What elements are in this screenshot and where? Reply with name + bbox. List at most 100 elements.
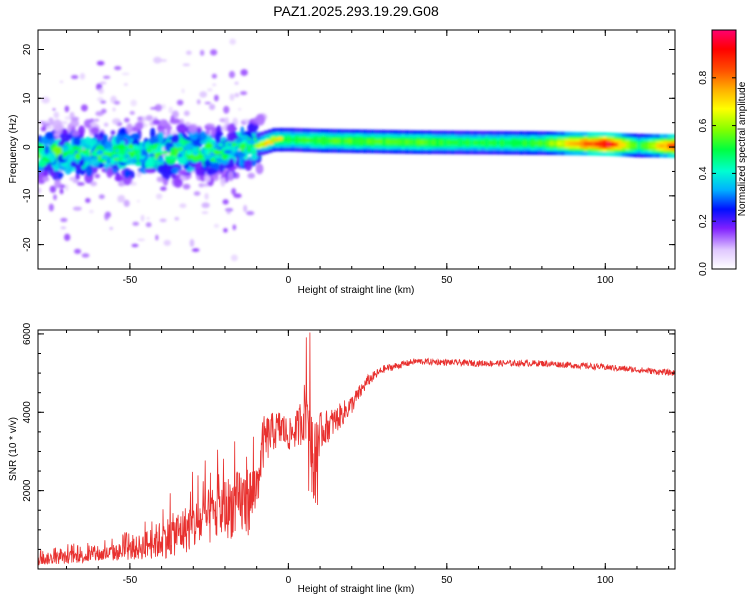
spectrogram-band-cell: [389, 139, 394, 144]
spectrogram-ridge-cell: [83, 156, 93, 162]
spectrogram-band-cell: [446, 140, 451, 145]
spectrogram-band-cell: [359, 139, 364, 144]
spectrogram-noise-cell: [93, 118, 100, 122]
spectrogram-cell: [190, 162, 196, 168]
spectrogram-y-tick-label: 0: [22, 144, 33, 150]
spectrogram-ridge-cell: [158, 157, 164, 164]
spectrogram-noise-cell: [85, 198, 91, 203]
spectrogram-noise-cell: [160, 186, 167, 191]
spectrogram-ridge-cell: [110, 158, 115, 164]
spectrogram-band-cell: [675, 134, 679, 157]
spectrogram-band-cell: [538, 140, 543, 146]
spectrogram-noise-cell: [80, 104, 88, 112]
spectrogram-cell: [49, 152, 56, 162]
spectrogram-band-cell: [602, 141, 607, 147]
spectrogram-ridge-cell: [169, 147, 176, 152]
spectrogram-noise-cell: [155, 234, 159, 241]
spectrogram-band-cell: [591, 141, 596, 147]
spectrogram-band-cell: [629, 143, 634, 148]
spectrogram-noise-cell: [64, 184, 69, 192]
spectrogram-noise-cell: [209, 103, 216, 111]
spectrogram-band-cell: [617, 142, 623, 147]
spectrogram-cell: [78, 158, 85, 167]
spectrogram-ridge-cell: [67, 144, 73, 151]
spectrogram-noise-cell: [123, 199, 130, 207]
spectrogram-ridge-cell: [223, 149, 233, 155]
spectrogram-ridge-cell: [212, 155, 222, 159]
spectrogram-noise-cell: [213, 94, 219, 102]
spectrogram-band-cell: [576, 141, 581, 146]
spectrogram-band-cell: [610, 142, 615, 147]
chart-title: PAZ1.2025.293.19.29.G08: [273, 3, 439, 19]
spectrogram-cell: [145, 168, 156, 174]
spectrogram-cell: [78, 125, 85, 136]
spectrogram-noise-cell: [137, 238, 145, 241]
spectrogram-band-cell: [294, 137, 299, 143]
spectrogram-layer: [38, 38, 679, 262]
spectrogram-ridge-cell: [164, 155, 170, 159]
colorbar-tick-label: 0.0: [698, 262, 709, 276]
spectrogram-band-cell: [427, 140, 432, 145]
spectrogram-heatmap: [38, 38, 679, 262]
spectrogram-cell: [42, 165, 53, 172]
spectrogram-noise-cell: [239, 91, 248, 96]
spectrogram-noise-cell: [146, 217, 150, 220]
spectrogram-band-cell: [675, 141, 679, 151]
spectrogram-cell: [152, 119, 161, 125]
spectrogram-ridge-cell: [100, 154, 110, 160]
snr-axes-frame: [37, 329, 676, 570]
spectrogram-x-ticks: -50 0 50 100: [66, 30, 670, 286]
spectrogram-noise-cell: [74, 248, 82, 254]
spectrogram-noise-cell: [72, 180, 80, 183]
spectrogram-cell: [58, 172, 64, 178]
spectrogram-band-cell: [469, 140, 474, 145]
spectrogram-noise-cell: [100, 100, 107, 104]
spectrogram-noise-cell: [210, 49, 218, 56]
spectrogram-cell: [219, 163, 224, 173]
spectrogram-noise-cell: [207, 88, 213, 92]
spectrogram-noise-cell: [154, 104, 163, 112]
spectrogram-ridge-cell: [129, 153, 135, 158]
spectrogram-cell: [169, 118, 181, 125]
spectrogram-noise-cell: [223, 228, 228, 233]
spectrogram-band-cell: [290, 137, 296, 143]
spectrogram-cell: [84, 136, 92, 146]
spectrogram-cell: [44, 145, 49, 155]
spectrogram-noise-cell: [223, 105, 230, 114]
colorbar-gradient: [712, 30, 736, 269]
spectrogram-cell: [198, 131, 207, 141]
colorbar-tick-label: 0.6: [698, 118, 709, 132]
spectrogram-noise-cell: [168, 106, 173, 114]
spectrogram-band-cell: [606, 141, 611, 147]
spectrogram-cell: [54, 179, 62, 189]
spectrogram-transition-cell: [270, 136, 277, 141]
spectrogram-ridge-cell: [138, 158, 146, 163]
spectrogram-band-cell: [633, 143, 638, 148]
colorbar-tick-label: 0.4: [698, 166, 709, 180]
spectrogram-noise-cell: [70, 119, 80, 128]
spectrogram-cell: [98, 131, 105, 139]
spectrogram-band-cell: [587, 141, 592, 147]
spectrogram-band-cell: [481, 140, 486, 145]
spectrogram-noise-cell: [228, 70, 236, 79]
spectrogram-band-cell: [644, 143, 649, 148]
spectrogram-cell: [161, 168, 168, 179]
spectrogram-band-cell: [473, 140, 478, 145]
spectrogram-band-cell: [560, 141, 566, 146]
spectrogram-ridge-cell: [128, 143, 134, 150]
spectrogram-ridge-cell: [148, 144, 157, 149]
spectrogram-cell: [171, 173, 177, 180]
colorbar-ticks: 0.0 0.2 0.4 0.6 0.8: [698, 70, 736, 276]
spectrogram-band-cell: [663, 143, 668, 149]
spectrogram-ridge-cell: [189, 154, 195, 158]
spectrogram-noise-cell: [183, 110, 190, 117]
spectrogram-noise-cell: [94, 173, 101, 179]
spectrogram-cell: [52, 119, 63, 132]
spectrogram-noise-cell: [121, 72, 130, 76]
spectrogram-ridge-cell: [237, 152, 247, 158]
spectrogram-ridge-cell: [168, 155, 177, 160]
spectrogram-band-cell: [579, 141, 585, 146]
spectrogram-noise-cell: [145, 222, 152, 228]
spectrogram-noise-cell: [64, 233, 71, 242]
